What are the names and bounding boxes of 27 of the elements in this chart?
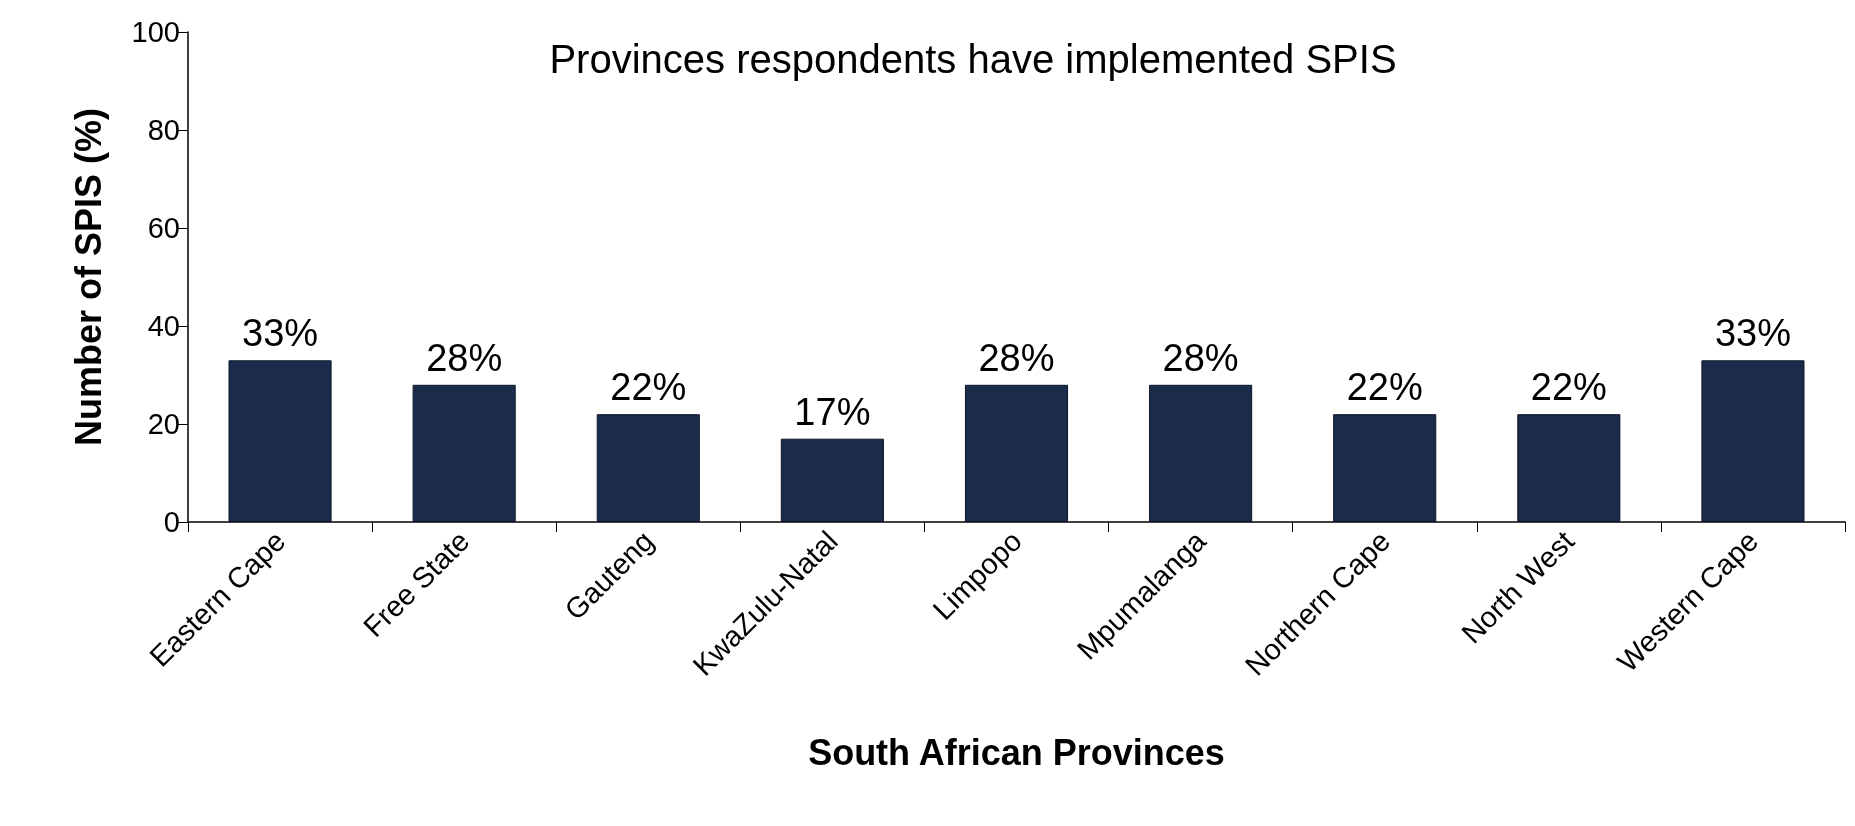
data-label: 28%	[426, 336, 503, 379]
bar	[1701, 360, 1805, 522]
y-tick-label: 0	[163, 506, 180, 538]
data-label: 28%	[978, 336, 1055, 379]
x-axis-title: South African Provinces	[808, 731, 1225, 773]
data-label: 22%	[610, 366, 687, 409]
y-axis-title: Number of SPIS (%)	[67, 107, 109, 447]
y-tick-label: 80	[147, 114, 180, 146]
bar	[228, 360, 332, 522]
bar	[412, 384, 516, 522]
y-tick-label: 20	[147, 408, 180, 440]
bar	[1149, 384, 1253, 522]
y-tick-label: 60	[147, 212, 180, 244]
bar	[1517, 414, 1621, 522]
bar	[596, 414, 700, 522]
data-label: 28%	[1162, 336, 1239, 379]
y-tick-label: 100	[131, 16, 180, 48]
bar	[964, 384, 1069, 522]
data-label: 22%	[1530, 366, 1607, 409]
bar	[1333, 414, 1437, 522]
chart-title: Provinces respondents have implemented SPIS	[549, 37, 1397, 81]
data-label: 33%	[242, 312, 319, 355]
data-label: 33%	[1714, 312, 1791, 355]
data-label: 17%	[794, 390, 871, 433]
data-label: 22%	[1346, 366, 1423, 409]
bar	[780, 438, 884, 522]
y-tick-label: 40	[147, 310, 180, 342]
